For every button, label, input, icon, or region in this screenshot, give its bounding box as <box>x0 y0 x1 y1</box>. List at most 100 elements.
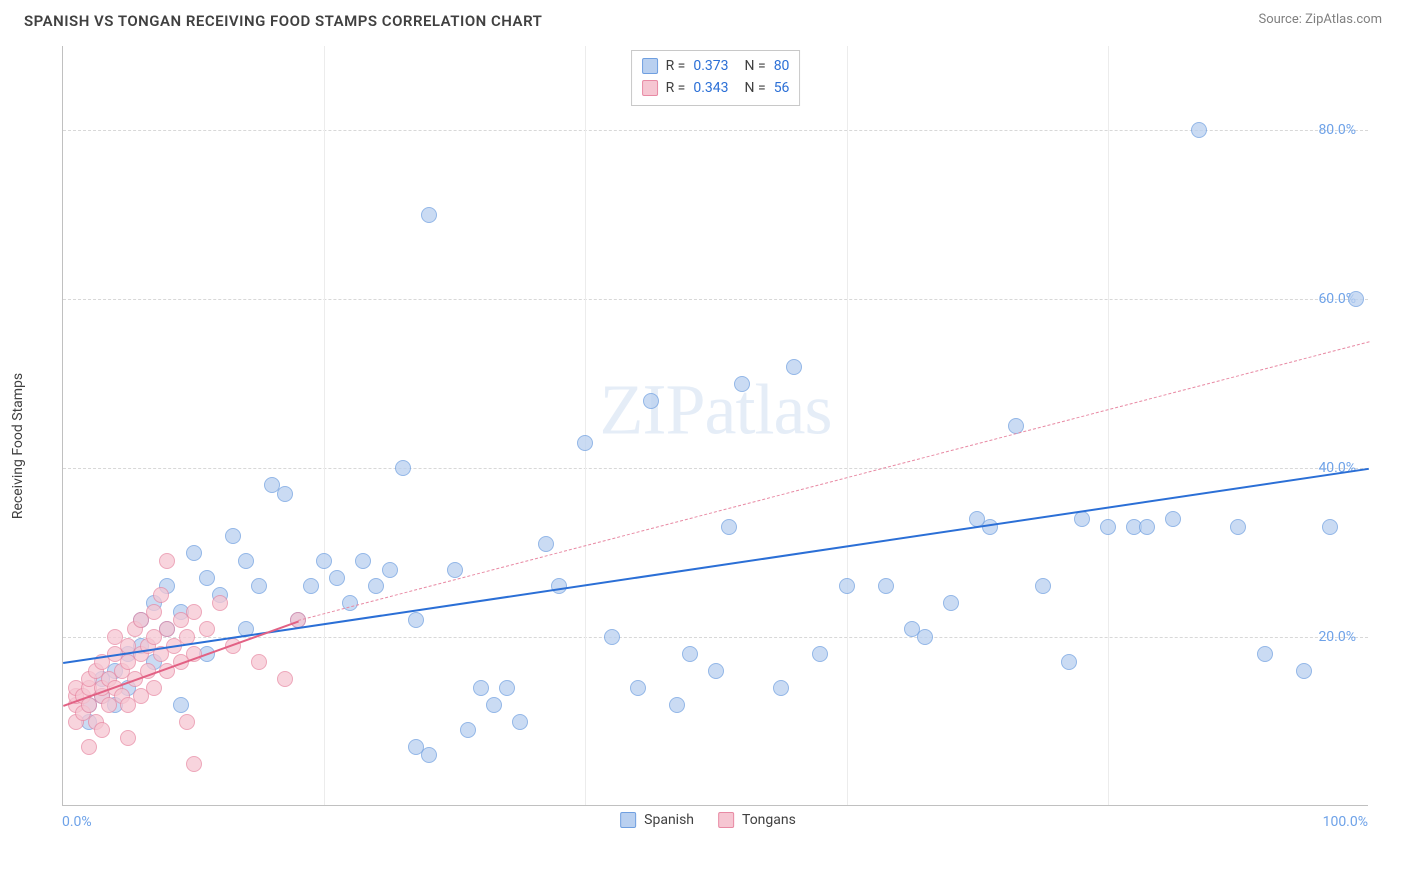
data-point <box>421 207 437 223</box>
legend-label: Tongans <box>742 812 796 828</box>
series-legend: Spanish Tongans <box>620 812 796 828</box>
data-point <box>1348 291 1364 307</box>
stats-legend: R = 0.373 N = 80 R = 0.343 N = 56 <box>631 50 801 106</box>
data-point <box>1322 519 1338 535</box>
data-point <box>1139 519 1155 535</box>
source-link[interactable]: ZipAtlas.com <box>1305 12 1382 27</box>
data-point <box>773 680 789 696</box>
stat-r-label: R = <box>666 77 686 99</box>
data-point <box>251 578 267 594</box>
data-point <box>812 646 828 662</box>
x-tick-min: 0.0% <box>62 814 92 830</box>
watermark: ZIPatlas <box>600 369 832 452</box>
data-point <box>408 612 424 628</box>
data-point <box>708 663 724 679</box>
source-prefix: Source: <box>1258 12 1305 27</box>
gridline-vertical <box>1108 46 1109 805</box>
data-point <box>395 460 411 476</box>
data-point <box>179 714 195 730</box>
data-point <box>1100 519 1116 535</box>
data-point <box>512 714 528 730</box>
data-point <box>643 393 659 409</box>
data-point <box>1061 654 1077 670</box>
data-point <box>225 528 241 544</box>
x-tick-max: 100.0% <box>1323 814 1368 830</box>
stat-n-label: N = <box>745 77 766 99</box>
data-point <box>538 536 554 552</box>
stat-r-value: 0.373 <box>693 55 728 77</box>
source-attribution: Source: ZipAtlas.com <box>1258 12 1382 27</box>
header-row: SPANISH VS TONGAN RECEIVING FOOD STAMPS … <box>0 0 1406 30</box>
data-point <box>682 646 698 662</box>
data-point <box>421 747 437 763</box>
data-point <box>238 553 254 569</box>
data-point <box>577 435 593 451</box>
legend-label: Spanish <box>644 812 694 828</box>
data-point <box>460 722 476 738</box>
data-point <box>186 756 202 772</box>
trend-line <box>298 342 1369 622</box>
data-point <box>199 570 215 586</box>
stat-n-value: 56 <box>774 77 790 99</box>
data-point <box>251 654 267 670</box>
data-point <box>81 739 97 755</box>
data-point <box>1191 122 1207 138</box>
data-point <box>447 562 463 578</box>
gridline-horizontal <box>63 637 1368 638</box>
data-point <box>342 595 358 611</box>
data-point <box>499 680 515 696</box>
legend-swatch <box>620 812 636 828</box>
data-point <box>94 722 110 738</box>
data-point <box>146 604 162 620</box>
data-point <box>839 578 855 594</box>
stat-r-label: R = <box>666 55 686 77</box>
plot-area: ZIPatlas 20.0%40.0%60.0%80.0%R =0.373N =… <box>62 46 1368 806</box>
data-point <box>917 629 933 645</box>
chart-title: SPANISH VS TONGAN RECEIVING FOOD STAMPS … <box>24 12 542 30</box>
data-point <box>1257 646 1273 662</box>
data-point <box>277 486 293 502</box>
data-point <box>159 553 175 569</box>
data-point <box>173 697 189 713</box>
data-point <box>329 570 345 586</box>
data-point <box>734 376 750 392</box>
data-point <box>721 519 737 535</box>
stat-n-value: 80 <box>774 55 790 77</box>
data-point <box>186 545 202 561</box>
data-point <box>786 359 802 375</box>
data-point <box>473 680 489 696</box>
data-point <box>368 578 384 594</box>
y-tick-label: 20.0% <box>1318 629 1356 645</box>
legend-swatch <box>642 58 658 74</box>
gridline-vertical <box>847 46 848 805</box>
data-point <box>1230 519 1246 535</box>
data-point <box>146 680 162 696</box>
data-point <box>943 595 959 611</box>
data-point <box>382 562 398 578</box>
gridline-vertical <box>585 46 586 805</box>
data-point <box>486 697 502 713</box>
stat-r-value: 0.343 <box>693 77 728 99</box>
data-point <box>604 629 620 645</box>
data-point <box>982 519 998 535</box>
gridline-horizontal <box>63 468 1368 469</box>
data-point <box>199 621 215 637</box>
data-point <box>316 553 332 569</box>
data-point <box>186 604 202 620</box>
data-point <box>120 730 136 746</box>
gridline-horizontal <box>63 299 1368 300</box>
legend-swatch <box>718 812 734 828</box>
gridline-vertical <box>324 46 325 805</box>
data-point <box>1296 663 1312 679</box>
legend-item: Spanish <box>620 812 694 828</box>
y-axis-label: Receiving Food Stamps <box>10 373 26 519</box>
y-tick-label: 80.0% <box>1318 122 1356 138</box>
data-point <box>1035 578 1051 594</box>
data-point <box>303 578 319 594</box>
stats-legend-row: R = 0.373 N = 80 <box>642 55 790 77</box>
data-point <box>153 587 169 603</box>
legend-swatch <box>642 80 658 96</box>
data-point <box>669 697 685 713</box>
data-point <box>355 553 371 569</box>
stat-n-label: N = <box>745 55 766 77</box>
